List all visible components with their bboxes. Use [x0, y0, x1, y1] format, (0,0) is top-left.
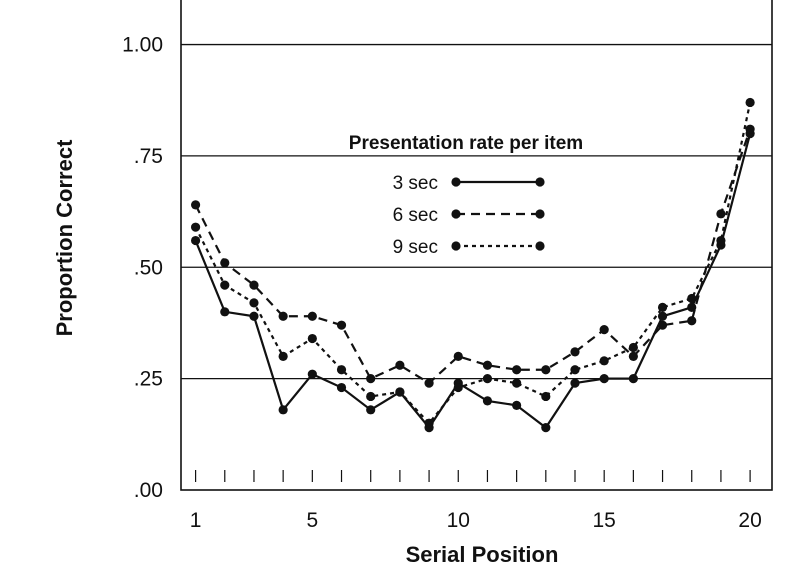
data-point-1 [512, 365, 522, 375]
plot-frame [180, 0, 773, 491]
data-point-2 [336, 365, 347, 375]
data-point-0 [278, 405, 288, 415]
data-point-2 [220, 280, 230, 290]
series-line-1 [194, 128, 752, 385]
data-point-2 [657, 302, 668, 312]
data-point-0 [366, 405, 376, 415]
legend-marker-1 [451, 209, 461, 219]
data-point-2 [366, 391, 376, 402]
legend-marker-1 [535, 209, 545, 219]
data-point-2 [628, 342, 638, 353]
series-line-0 [194, 133, 752, 430]
data-point-1 [541, 365, 551, 375]
data-point-0 [541, 423, 551, 433]
data-point-1 [745, 124, 755, 134]
legend-marker-0 [451, 177, 461, 187]
x-tick-label: 1 [190, 509, 202, 532]
data-point-1 [249, 280, 259, 290]
data-point-1 [570, 347, 580, 357]
data-point-1 [424, 378, 434, 388]
data-point-0 [220, 307, 230, 317]
data-point-0 [628, 374, 638, 384]
data-point-0 [512, 400, 522, 410]
data-point-1 [220, 258, 230, 268]
legend-label-0: 3 sec [393, 173, 438, 194]
data-point-2 [687, 293, 697, 304]
data-point-2 [307, 333, 317, 344]
x-tick-label: 5 [306, 509, 318, 532]
data-point-2 [395, 387, 405, 397]
data-point-1 [482, 360, 493, 370]
data-point-1 [657, 320, 668, 330]
data-point-2 [512, 378, 522, 388]
x-axis-title: Serial Position [406, 542, 559, 567]
x-tick-label: 10 [447, 509, 470, 532]
x-tick-label: 15 [593, 509, 616, 532]
data-point-2 [570, 365, 580, 375]
data-point-2 [249, 298, 259, 308]
data-point-0 [482, 396, 493, 406]
y-tick-label: .75 [134, 145, 163, 168]
data-point-1 [336, 320, 347, 330]
data-point-1 [453, 351, 463, 361]
data-point-0 [657, 311, 668, 321]
data-point-2 [599, 356, 609, 366]
data-point-0 [307, 369, 317, 379]
data-point-2 [541, 391, 551, 402]
legend-marker-2 [451, 241, 461, 251]
data-point-1 [395, 360, 405, 370]
y-tick-label: 1.00 [122, 34, 163, 57]
data-point-0 [570, 378, 580, 388]
series-line-2 [194, 102, 752, 425]
data-point-0 [249, 311, 259, 321]
y-tick-label: .00 [134, 479, 163, 502]
data-point-1 [190, 200, 201, 210]
data-point-2 [745, 97, 755, 108]
data-point-1 [307, 311, 317, 321]
y-axis-title: Proportion Correct [52, 139, 77, 336]
data-point-0 [190, 235, 201, 246]
data-point-2 [424, 418, 434, 428]
legend-title: Presentation rate per item [349, 133, 583, 154]
y-tick-label: .50 [134, 256, 163, 279]
data-point-1 [599, 325, 609, 335]
data-point-0 [336, 382, 347, 393]
legend-label-1: 6 sec [393, 205, 438, 226]
data-point-2 [482, 374, 493, 384]
data-point-2 [190, 222, 201, 232]
y-tick-label: .25 [134, 368, 163, 391]
legend-label-2: 9 sec [393, 237, 438, 258]
legend-marker-2 [535, 241, 545, 251]
data-point-2 [716, 235, 726, 246]
data-point-2 [278, 351, 288, 361]
data-point-1 [716, 209, 726, 219]
data-point-1 [366, 374, 376, 384]
data-point-2 [453, 382, 463, 393]
x-tick-label: 20 [738, 509, 761, 532]
legend-marker-0 [535, 177, 545, 187]
data-point-0 [599, 374, 609, 384]
data-point-1 [278, 311, 288, 321]
data-point-1 [687, 316, 697, 326]
data-point-1 [628, 351, 638, 361]
